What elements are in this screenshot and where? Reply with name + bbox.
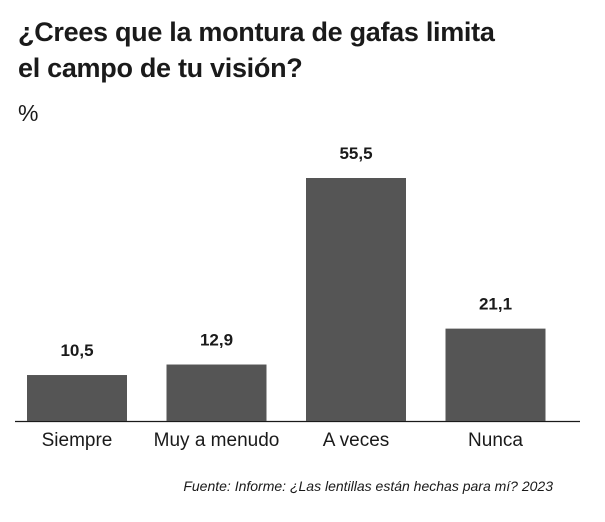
bar-3 [445,328,546,421]
chart-title-line-2: el campo de tu visión? [18,53,303,83]
category-label-1: Muy a menudo [154,430,280,451]
bar-0 [27,375,127,421]
data-label-1: 12,9 [200,331,233,350]
bar-1 [166,364,267,421]
data-label-2: 55,5 [339,144,372,163]
source-note: Fuente: Informe: ¿Las lentillas están he… [183,478,553,494]
chart-title-line-1: ¿Crees que la montura de gafas limita [18,17,495,47]
unit-label: % [18,100,39,126]
chart-title: ¿Crees que la montura de gafas limita el… [18,14,588,86]
data-label-0: 10,5 [60,341,93,360]
bar-2 [306,178,406,421]
category-label-3: Nunca [468,430,523,451]
category-label-2: A veces [323,430,390,451]
data-label-3: 21,1 [479,295,512,314]
category-label-0: Siempre [42,430,113,451]
